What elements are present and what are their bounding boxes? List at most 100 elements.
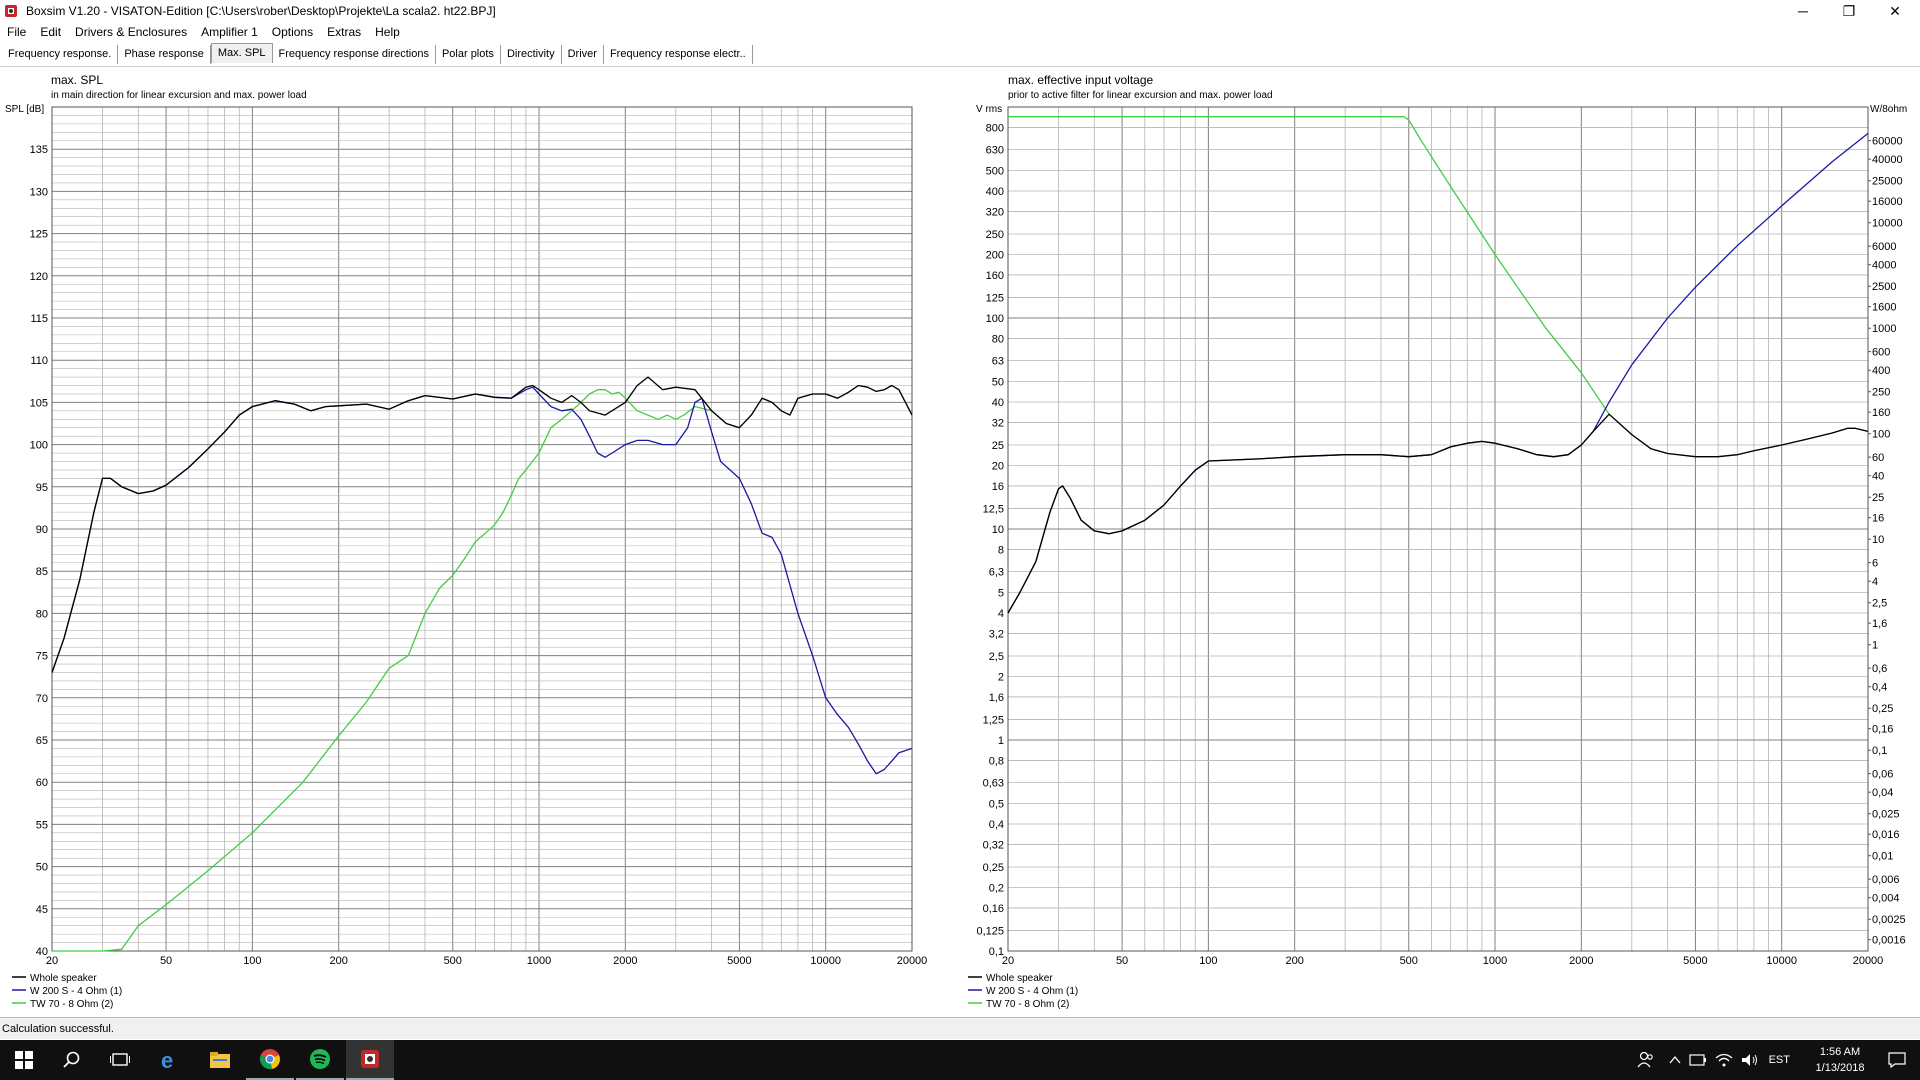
y-tick-label: 0,4: [989, 819, 1004, 831]
clock-date: 1/13/2018: [1815, 1062, 1865, 1074]
tab-driver[interactable]: Driver: [562, 45, 604, 64]
spotify-icon[interactable]: [296, 1040, 344, 1080]
y-right-tick-label: 4: [1872, 576, 1878, 588]
y-right-tick-label: 160: [1872, 407, 1890, 419]
tab-directivity[interactable]: Directivity: [501, 45, 562, 64]
plot-frame: [51, 106, 913, 952]
y-tick-label: 400: [986, 186, 1004, 198]
minimize-button[interactable]: ─: [1798, 3, 1808, 19]
x-tick-label: 20000: [1853, 955, 1884, 967]
y-right-tick-label: 25000: [1872, 176, 1903, 188]
menu-options[interactable]: Options: [271, 25, 314, 39]
y-tick-label: 2,5: [989, 651, 1004, 663]
y-tick-label: 0,25: [983, 862, 1004, 874]
legend-label: TW 70 - 8 Ohm (2): [986, 999, 1069, 1010]
notifications-icon[interactable]: [1888, 1052, 1906, 1068]
x-tick-label: 200: [1285, 955, 1303, 967]
clock[interactable]: 1:56 AM 1/13/2018: [1802, 1044, 1878, 1076]
series-tweeter-line: [1008, 116, 1869, 458]
windows-start-icon[interactable]: [0, 1040, 48, 1080]
y-tick-label: 130: [30, 186, 48, 198]
y-right-tick-label: 0,0016: [1872, 935, 1906, 947]
max-spl-chart: max. SPL in main direction for linear ex…: [5, 73, 927, 1010]
status-text: Calculation successful.: [2, 1022, 114, 1035]
y-tick-label: 125: [30, 229, 48, 241]
menu-file[interactable]: File: [7, 25, 27, 39]
chart1-ylabel: SPL [dB]: [5, 104, 44, 115]
tab-frequency-response[interactable]: Frequency response.: [2, 45, 119, 64]
y-right-tick-label: 6000: [1872, 241, 1896, 253]
y-right-tick-label: 400: [1872, 365, 1890, 377]
title-bar: Boxsim V1.20 - VISATON-Edition [C:\Users…: [0, 0, 1920, 22]
people-icon[interactable]: [1637, 1051, 1655, 1069]
search-icon[interactable]: [48, 1040, 96, 1080]
chart1-subtitle: in main direction for linear excursion a…: [51, 90, 307, 101]
tab-max-spl[interactable]: Max. SPL: [210, 43, 273, 63]
y-tick-label: 1: [998, 735, 1004, 747]
tab-frequency-response-directions[interactable]: Frequency response directions: [273, 45, 436, 64]
chevron-up-icon[interactable]: [1669, 1054, 1681, 1066]
y-right-tick-label: 0,4: [1872, 682, 1887, 694]
chrome-icon[interactable]: [246, 1040, 294, 1080]
legend-label: Whole speaker: [986, 973, 1053, 984]
y-tick-label: 120: [30, 271, 48, 283]
y-right-tick-label: 0,006: [1872, 874, 1900, 886]
menu-help[interactable]: Help: [375, 25, 400, 39]
file-explorer-icon[interactable]: [196, 1040, 244, 1080]
menu-extras[interactable]: Extras: [327, 25, 362, 39]
clock-time: 1:56 AM: [1819, 1046, 1861, 1058]
tab-phase-response[interactable]: Phase response: [118, 45, 211, 64]
window-title: Boxsim V1.20 - VISATON-Edition [C:\Users…: [26, 4, 496, 18]
task-view-icon[interactable]: [96, 1040, 144, 1080]
y-right-tick-label: 2,5: [1872, 598, 1887, 610]
y-tick-label: 6,3: [989, 566, 1004, 578]
boxsim-icon[interactable]: [346, 1040, 394, 1080]
y-tick-label: 0,2: [989, 882, 1004, 894]
tab-frequency-response-electrical[interactable]: Frequency response electr..: [604, 45, 753, 64]
y-tick-label: 125: [986, 293, 1004, 305]
y-tick-label: 500: [986, 166, 1004, 178]
menu-drivers-enclosures[interactable]: Drivers & Enclosures: [75, 25, 188, 39]
x-tick-label: 20000: [897, 955, 928, 967]
restore-button[interactable]: ❐: [1842, 2, 1856, 19]
y-tick-label: 100: [30, 440, 48, 452]
y-tick-label: 1,25: [983, 715, 1004, 727]
y-tick-label: 95: [36, 482, 48, 494]
y-right-tick-label: 0,1: [1872, 745, 1887, 757]
view-tabs: Frequency response. Phase response Max. …: [0, 43, 1920, 64]
edge-icon[interactable]: e: [146, 1040, 194, 1080]
x-tick-label: 20: [46, 955, 58, 967]
y-right-tick-label: 0,0025: [1872, 914, 1906, 926]
y-tick-label: 50: [36, 862, 48, 874]
y-tick-label: 8: [998, 544, 1004, 556]
series-whole-line: [51, 376, 913, 673]
input-language[interactable]: EST: [1768, 1054, 1790, 1066]
y-right-tick-label: 600: [1872, 347, 1890, 359]
y-right-tick-label: 40: [1872, 471, 1884, 483]
boxsim-app-icon: [5, 5, 17, 17]
y-right-tick-label: 0,25: [1872, 703, 1893, 715]
y-tick-label: 250: [986, 229, 1004, 241]
tab-polar-plots[interactable]: Polar plots: [436, 45, 501, 64]
y-tick-label: 200: [986, 249, 1004, 261]
x-tick-label: 2000: [1569, 955, 1593, 967]
y-tick-label: 40: [36, 946, 48, 958]
y-tick-label: 0,125: [976, 926, 1004, 938]
wifi-icon[interactable]: [1715, 1053, 1733, 1067]
y-tick-label: 10: [992, 524, 1004, 536]
menu-amplifier[interactable]: Amplifier 1: [201, 25, 258, 39]
y-tick-label: 55: [36, 819, 48, 831]
volume-icon[interactable]: [1741, 1053, 1759, 1067]
charts-canvas: max. SPL in main direction for linear ex…: [5, 73, 1907, 1010]
y-right-tick-label: 6: [1872, 558, 1878, 570]
y-tick-label: 70: [36, 693, 48, 705]
y-right-tick-label: 4000: [1872, 260, 1896, 272]
menu-edit[interactable]: Edit: [40, 25, 62, 39]
y-tick-label: 100: [986, 313, 1004, 325]
y-right-tick-label: 60: [1872, 452, 1884, 464]
close-button[interactable]: ✕: [1889, 2, 1901, 19]
y-tick-label: 135: [30, 144, 48, 156]
battery-icon[interactable]: [1688, 1053, 1707, 1067]
x-tick-label: 50: [1116, 955, 1128, 967]
y-tick-label: 75: [36, 651, 48, 663]
